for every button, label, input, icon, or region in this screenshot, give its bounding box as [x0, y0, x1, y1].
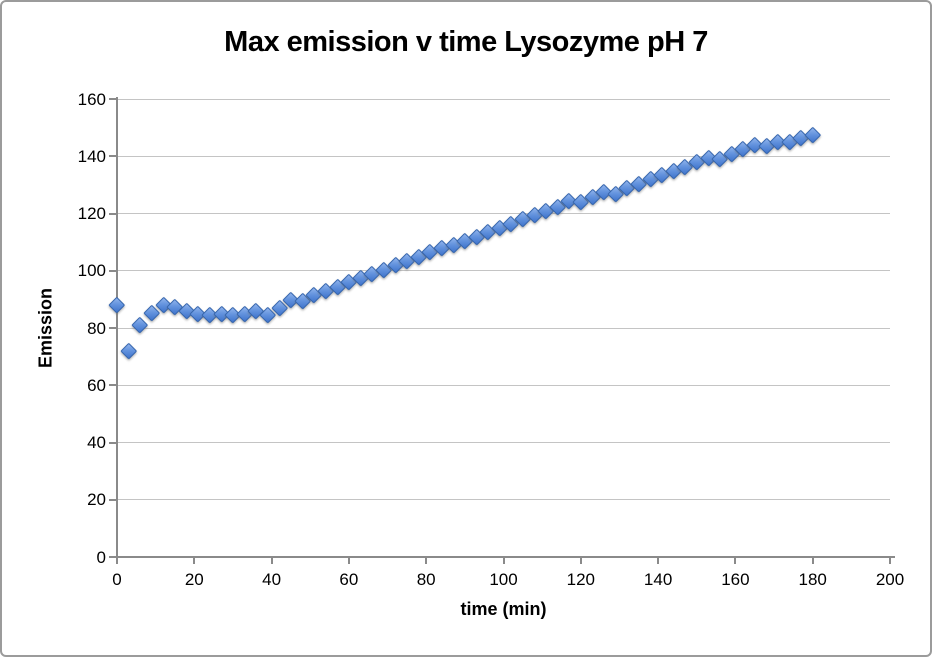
y-tick-label: 100: [77, 261, 106, 281]
chart-title: Max emission v time Lysozyme pH 7: [224, 26, 708, 58]
x-tick: [502, 557, 505, 564]
y-gridline: [117, 384, 890, 386]
x-tick: [657, 557, 660, 564]
y-tick: [109, 556, 117, 558]
y-axis-line: [116, 97, 118, 563]
data-point: [804, 126, 821, 143]
data-point: [132, 316, 149, 334]
x-tick: [889, 557, 891, 564]
y-gridline: [117, 327, 890, 329]
y-tick-label: 60: [87, 375, 106, 395]
x-tick-label: 40: [262, 570, 282, 589]
y-tick: [109, 498, 117, 501]
y-tick: [109, 384, 117, 387]
x-tick: [193, 557, 196, 564]
y-tick: [109, 212, 117, 215]
x-tick: [811, 557, 814, 564]
x-tick: [347, 557, 350, 564]
x-axis-title: time (min): [460, 599, 547, 619]
x-axis-line: [114, 556, 895, 558]
x-tick-label: 80: [416, 570, 436, 589]
y-gridline: [117, 155, 890, 157]
y-tick: [109, 155, 117, 158]
x-tick-label: 120: [566, 570, 595, 589]
y-tick: [109, 327, 117, 329]
y-tick-label: 20: [87, 490, 106, 510]
y-gridline: [117, 213, 890, 214]
y-tick-label: 120: [77, 204, 106, 223]
x-tick: [270, 557, 273, 564]
y-tick-label: 0: [96, 547, 106, 567]
y-tick-label: 40: [87, 433, 106, 452]
y-gridline: [117, 270, 890, 272]
data-point: [120, 342, 137, 360]
x-tick: [425, 557, 428, 564]
y-tick-label: 160: [77, 89, 106, 109]
y-tick: [109, 441, 117, 444]
x-tick-label: 160: [721, 570, 750, 589]
y-gridline: [117, 442, 890, 443]
x-tick-label: 0: [112, 570, 122, 589]
x-tick-label: 200: [875, 570, 905, 589]
x-tick-label: 60: [339, 570, 359, 589]
data-point: [108, 296, 126, 314]
y-tick: [109, 98, 117, 100]
x-tick-label: 180: [798, 570, 827, 589]
x-tick-label: 100: [489, 570, 518, 589]
y-gridline: [117, 499, 890, 501]
x-tick: [116, 557, 118, 564]
x-tick-label: 20: [184, 570, 204, 589]
y-tick-label: 140: [77, 146, 106, 166]
y-gridline: [117, 98, 890, 100]
y-tick-label: 80: [87, 318, 106, 338]
y-tick: [109, 269, 117, 272]
x-tick: [734, 557, 737, 564]
x-tick: [579, 557, 582, 564]
x-tick-label: 140: [643, 570, 673, 589]
